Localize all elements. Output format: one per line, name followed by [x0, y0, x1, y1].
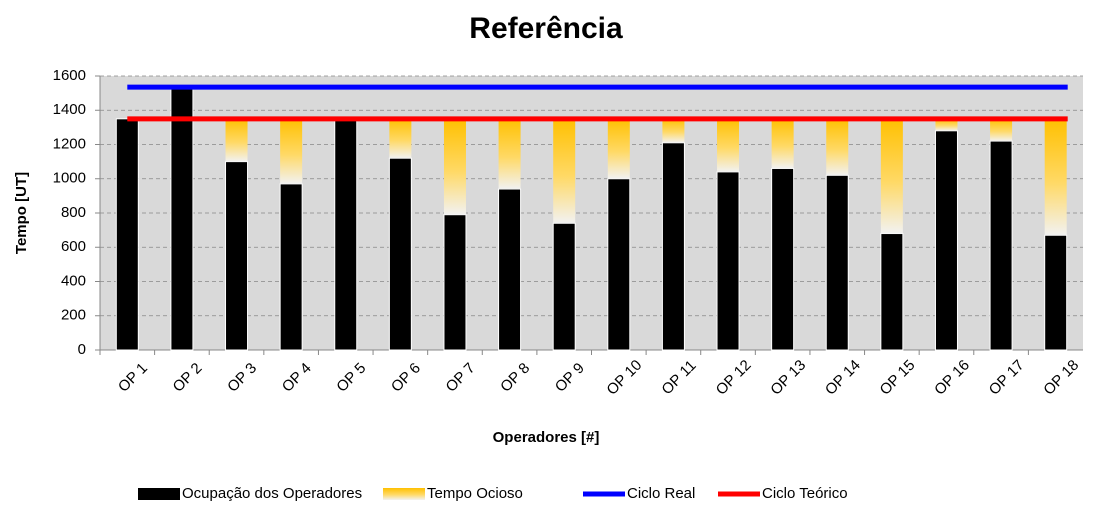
occupation-bar: [498, 188, 522, 351]
idle-bar: [498, 118, 521, 190]
y-tick-label: 1400: [53, 101, 86, 118]
y-tick-label: 1600: [53, 67, 86, 84]
idle-bar: [607, 118, 630, 179]
occupation-bar: [279, 183, 303, 351]
x-tick-label: OP 18: [1040, 357, 1082, 399]
occupation-bar: [388, 157, 412, 351]
x-tick-label: OP 17: [986, 357, 1028, 399]
x-tick-label: OP 14: [822, 357, 864, 399]
y-tick-label: 400: [61, 272, 86, 289]
x-tick-label: OP 13: [767, 357, 809, 399]
y-axis-title: Tempo [UT]: [13, 172, 30, 254]
y-tick-label: 800: [61, 204, 86, 221]
occupation-bar: [607, 178, 631, 351]
idle-bar: [880, 118, 903, 234]
occupation-bar: [716, 171, 740, 351]
idle-bar: [990, 118, 1013, 142]
idle-bar: [826, 118, 849, 176]
legend-label: Tempo Ocioso: [427, 485, 523, 502]
x-tick-label: OP 3: [224, 360, 260, 396]
idle-bar: [1044, 118, 1067, 236]
idle-bar: [935, 118, 958, 131]
legend-label: Ciclo Real: [627, 485, 695, 502]
occupation-bar: [825, 174, 849, 351]
idle-bar: [389, 118, 412, 159]
x-tick-label: OP 4: [279, 360, 315, 396]
x-tick-label: OP 12: [713, 357, 755, 399]
occupation-bar: [989, 140, 1013, 351]
x-tick-label: OP 11: [658, 357, 699, 398]
occupation-bar: [1044, 234, 1068, 351]
occupation-bar: [225, 161, 249, 351]
x-tick-label: OP 16: [931, 357, 973, 399]
legend-swatch: [138, 488, 180, 500]
x-tick-label: OP 2: [170, 360, 206, 396]
x-tick-label: OP 8: [497, 360, 533, 396]
x-tick-label: OP 15: [877, 357, 919, 399]
legend-swatch: [383, 488, 425, 500]
x-tick-label: OP 10: [603, 357, 645, 399]
x-tick-label: OP 7: [443, 360, 479, 396]
occupation-bar: [334, 118, 358, 351]
idle-bar: [771, 118, 794, 169]
idle-bar: [443, 118, 466, 215]
idle-bar: [717, 118, 740, 172]
x-tick-label: OP 6: [388, 360, 424, 396]
idle-bar: [662, 118, 685, 143]
y-tick-label: 600: [61, 238, 86, 255]
occupation-bar: [115, 118, 139, 351]
chart-title: Referência: [469, 12, 623, 45]
occupation-bar: [934, 130, 958, 351]
occupation-bar: [552, 222, 576, 351]
legend-label: Ciclo Teórico: [762, 485, 848, 502]
idle-bar: [280, 118, 303, 184]
occupation-bar: [771, 167, 795, 351]
x-tick-label: OP 9: [552, 360, 588, 396]
occupation-bar: [880, 233, 904, 351]
occupation-bar: [170, 87, 194, 351]
occupation-bar: [661, 142, 685, 351]
y-tick-label: 200: [61, 307, 86, 324]
x-axis-title: Operadores [#]: [493, 429, 600, 446]
x-tick-label: OP 1: [115, 360, 151, 396]
idle-bar: [225, 118, 248, 162]
x-tick-label: OP 5: [333, 360, 369, 396]
legend-label: Ocupação dos Operadores: [182, 485, 362, 502]
y-tick-label: 1000: [53, 170, 86, 187]
y-tick-label: 1200: [53, 135, 86, 152]
idle-bar: [553, 118, 576, 224]
y-tick-label: 0: [78, 341, 86, 358]
occupation-bar: [443, 214, 467, 351]
